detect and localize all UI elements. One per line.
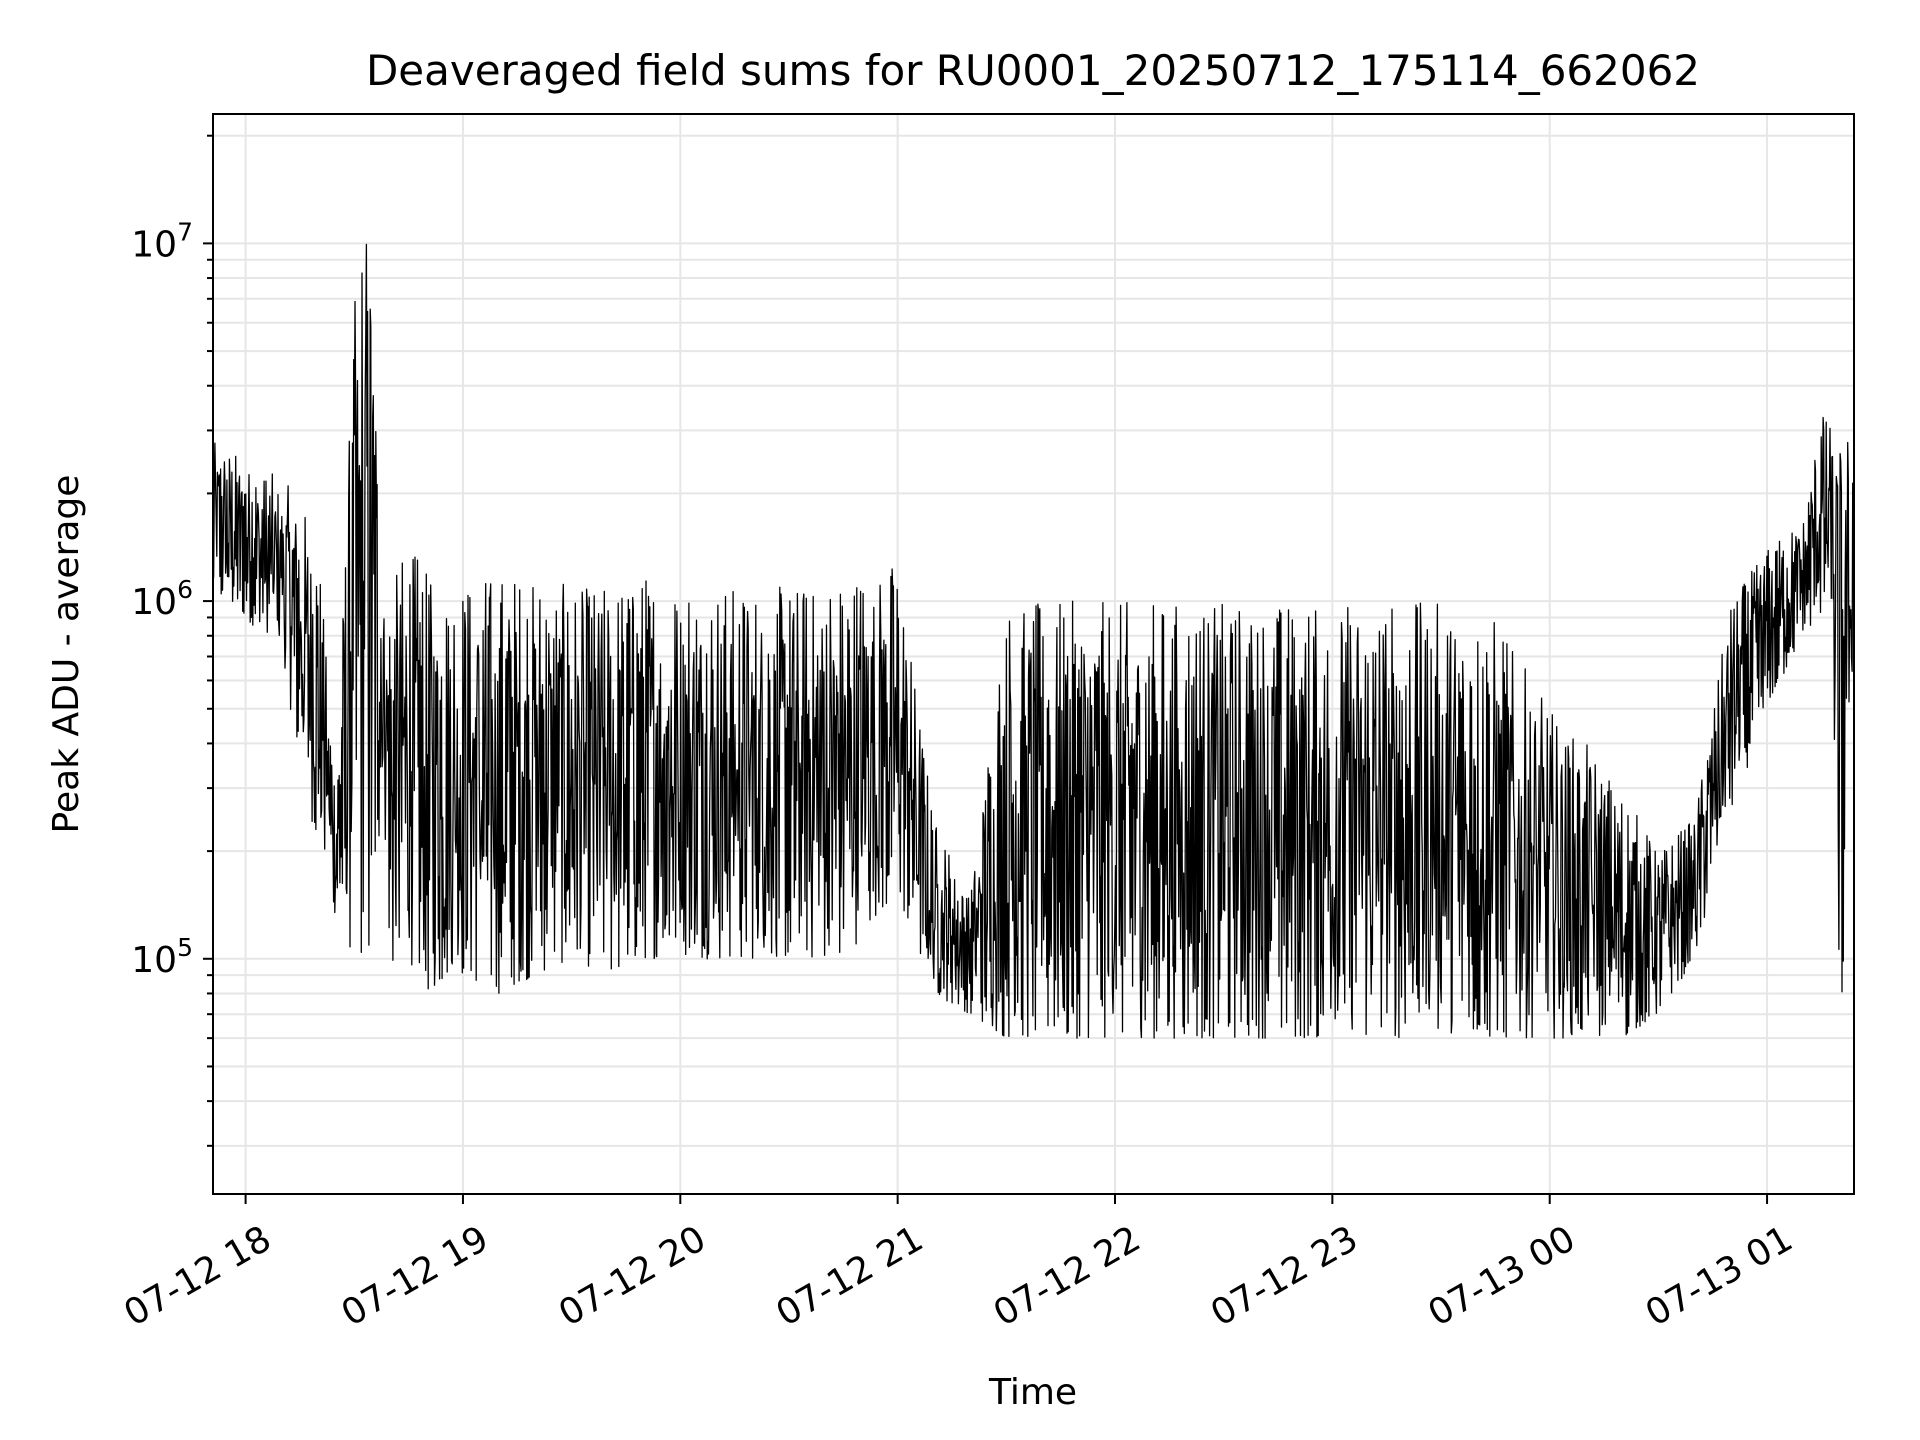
x-tick-label: 07-12 22 — [987, 1218, 1148, 1334]
y-axis: 105 106 107 — [131, 134, 213, 1147]
y-tick-label: 107 — [131, 217, 193, 265]
x-axis-label: Time — [988, 1372, 1077, 1413]
x-tick-label: 07-13 00 — [1422, 1218, 1583, 1334]
x-tick-label: 07-12 19 — [335, 1218, 496, 1334]
series-line — [212, 243, 1855, 1039]
series-group — [212, 243, 1855, 1039]
y-tick-label: 105 — [131, 933, 193, 981]
x-tick-label: 07-12 20 — [552, 1218, 713, 1334]
y-tick-label: 106 — [131, 575, 193, 623]
x-tick-label: 07-13 01 — [1639, 1218, 1800, 1334]
x-tick-label: 07-12 21 — [769, 1218, 930, 1334]
x-tick-label: 07-12 23 — [1204, 1218, 1365, 1334]
plot-frame — [212, 113, 1855, 1195]
y-axis-label: Peak ADU - average — [46, 475, 87, 834]
chart-title: Deaveraged field sums for RU0001_2025071… — [366, 46, 1700, 95]
x-tick-label: 07-12 18 — [117, 1218, 278, 1334]
x-axis: 07-12 18 07-12 19 07-12 20 07-12 21 07-12 22… — [117, 1194, 1800, 1335]
